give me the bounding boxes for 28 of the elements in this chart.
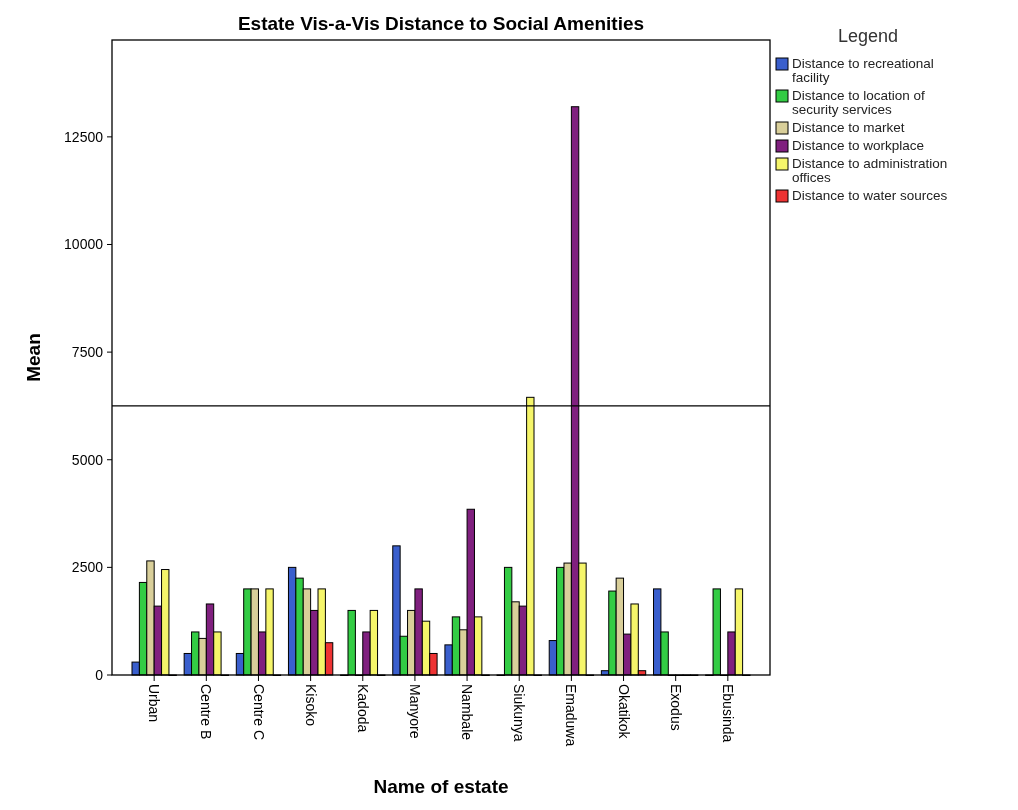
x-tick-label: Nambale (459, 684, 476, 741)
x-tick-label: Kadoda (354, 684, 371, 733)
legend-label: Distance to location of security services (792, 88, 926, 117)
x-tick-label: Okatikok (615, 684, 632, 740)
x-tick-label: Urban (146, 684, 163, 723)
y-tick-label: 10000 (64, 236, 104, 253)
x-tick-label: Siukunya (511, 684, 528, 742)
chart-title: Estate Vis-a-Vis Distance to Social Amenities (237, 13, 645, 34)
y-tick-label: 7500 (71, 344, 104, 361)
y-tick-label: 5000 (71, 451, 104, 468)
x-tick-label: Centre C (250, 684, 267, 741)
y-axis-title: Mean (23, 333, 44, 382)
x-tick-label: Ebusinda (719, 684, 736, 743)
legend-label: Distance to administration offices (792, 156, 948, 185)
legend-title: Legend (837, 26, 899, 46)
y-tick-label: 0 (95, 666, 104, 683)
y-tick-label: 12500 (64, 128, 104, 145)
x-tick-label: Centre B (198, 684, 215, 740)
y-tick-label: 2500 (71, 559, 104, 576)
x-tick-label: Manyore (407, 684, 424, 739)
legend-label: Distance to workplace (792, 138, 925, 153)
x-axis-title: Name of estate (373, 776, 509, 797)
legend-label: Distance to recreational facility (792, 56, 934, 85)
x-tick-label: Emaduwa (563, 684, 580, 747)
x-tick-label: Kisoko (302, 684, 319, 727)
x-tick-label: Exodus (667, 684, 684, 731)
legend-label: Distance to market (792, 120, 905, 135)
legend-label: Distance to water sources (792, 188, 948, 203)
